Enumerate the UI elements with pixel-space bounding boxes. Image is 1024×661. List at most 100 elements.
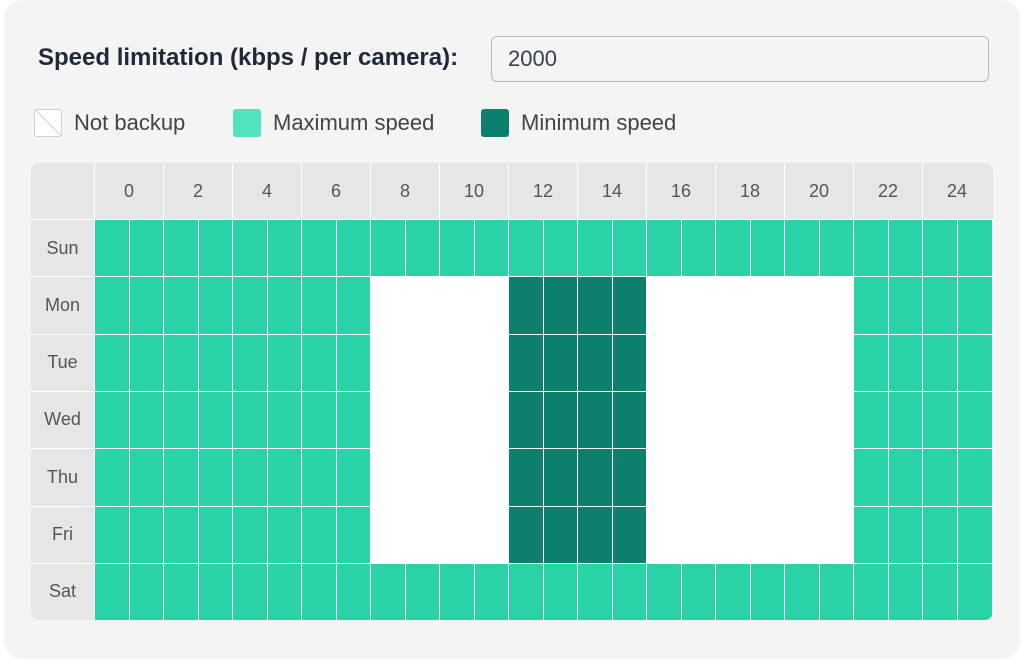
schedule-cell[interactable] bbox=[266, 562, 302, 620]
schedule-cell[interactable] bbox=[266, 276, 302, 335]
schedule-cell[interactable] bbox=[680, 562, 716, 620]
schedule-cell[interactable] bbox=[404, 276, 440, 335]
schedule-cell[interactable] bbox=[163, 505, 198, 564]
schedule-cell[interactable] bbox=[542, 219, 578, 277]
schedule-cell[interactable] bbox=[335, 219, 371, 277]
speed-limit-input[interactable] bbox=[491, 36, 989, 82]
schedule-cell[interactable] bbox=[749, 562, 785, 620]
schedule-cell[interactable] bbox=[439, 276, 474, 335]
schedule-cell[interactable] bbox=[370, 390, 405, 449]
schedule-cell[interactable] bbox=[853, 448, 888, 506]
schedule-cell[interactable] bbox=[94, 562, 129, 620]
schedule-cell[interactable] bbox=[439, 505, 474, 564]
schedule-cell[interactable] bbox=[301, 505, 336, 564]
schedule-cell[interactable] bbox=[784, 276, 819, 335]
schedule-cell[interactable] bbox=[232, 562, 267, 620]
schedule-cell[interactable] bbox=[818, 505, 854, 564]
schedule-cell[interactable] bbox=[818, 390, 854, 449]
schedule-cell[interactable] bbox=[577, 505, 612, 564]
schedule-cell[interactable] bbox=[784, 333, 819, 392]
schedule-cell[interactable] bbox=[715, 448, 750, 506]
schedule-cell[interactable] bbox=[887, 562, 923, 620]
schedule-cell[interactable] bbox=[473, 276, 509, 335]
schedule-cell[interactable] bbox=[715, 562, 750, 620]
schedule-cell[interactable] bbox=[301, 333, 336, 392]
schedule-cell[interactable] bbox=[266, 333, 302, 392]
schedule-cell[interactable] bbox=[197, 219, 233, 277]
schedule-cell[interactable] bbox=[370, 333, 405, 392]
schedule-cell[interactable] bbox=[646, 276, 681, 335]
schedule-cell[interactable] bbox=[301, 448, 336, 506]
schedule-cell[interactable] bbox=[542, 562, 578, 620]
schedule-cell[interactable] bbox=[646, 390, 681, 449]
schedule-cell[interactable] bbox=[404, 562, 440, 620]
schedule-cell[interactable] bbox=[163, 276, 198, 335]
schedule-cell[interactable] bbox=[508, 562, 543, 620]
schedule-cell[interactable] bbox=[94, 219, 129, 277]
schedule-cell[interactable] bbox=[301, 562, 336, 620]
schedule-cell[interactable] bbox=[128, 390, 164, 449]
schedule-cell[interactable] bbox=[749, 219, 785, 277]
schedule-cell[interactable] bbox=[887, 390, 923, 449]
schedule-cell[interactable] bbox=[197, 562, 233, 620]
schedule-cell[interactable] bbox=[680, 448, 716, 506]
schedule-cell[interactable] bbox=[404, 219, 440, 277]
schedule-cell[interactable] bbox=[887, 276, 923, 335]
schedule-cell[interactable] bbox=[646, 333, 681, 392]
schedule-cell[interactable] bbox=[473, 219, 509, 277]
schedule-cell[interactable] bbox=[818, 562, 854, 620]
schedule-cell[interactable] bbox=[922, 562, 957, 620]
schedule-cell[interactable] bbox=[473, 505, 509, 564]
schedule-cell[interactable] bbox=[128, 219, 164, 277]
schedule-cell[interactable] bbox=[853, 333, 888, 392]
schedule-cell[interactable] bbox=[163, 562, 198, 620]
schedule-cell[interactable] bbox=[956, 562, 992, 620]
schedule-cell[interactable] bbox=[473, 333, 509, 392]
schedule-cell[interactable] bbox=[335, 448, 371, 506]
schedule-cell[interactable] bbox=[956, 333, 992, 392]
schedule-cell[interactable] bbox=[128, 505, 164, 564]
schedule-cell[interactable] bbox=[646, 505, 681, 564]
schedule-cell[interactable] bbox=[611, 219, 647, 277]
schedule-cell[interactable] bbox=[335, 562, 371, 620]
schedule-cell[interactable] bbox=[853, 219, 888, 277]
schedule-cell[interactable] bbox=[404, 390, 440, 449]
schedule-cell[interactable] bbox=[473, 562, 509, 620]
schedule-cell[interactable] bbox=[508, 505, 543, 564]
schedule-cell[interactable] bbox=[370, 219, 405, 277]
schedule-cell[interactable] bbox=[232, 448, 267, 506]
schedule-cell[interactable] bbox=[611, 505, 647, 564]
schedule-cell[interactable] bbox=[542, 505, 578, 564]
schedule-cell[interactable] bbox=[680, 333, 716, 392]
schedule-cell[interactable] bbox=[197, 333, 233, 392]
schedule-cell[interactable] bbox=[94, 276, 129, 335]
schedule-cell[interactable] bbox=[853, 505, 888, 564]
schedule-cell[interactable] bbox=[956, 219, 992, 277]
schedule-cell[interactable] bbox=[887, 219, 923, 277]
schedule-cell[interactable] bbox=[232, 219, 267, 277]
schedule-cell[interactable] bbox=[715, 276, 750, 335]
schedule-cell[interactable] bbox=[611, 562, 647, 620]
schedule-cell[interactable] bbox=[646, 562, 681, 620]
schedule-cell[interactable] bbox=[266, 219, 302, 277]
schedule-cell[interactable] bbox=[94, 505, 129, 564]
schedule-cell[interactable] bbox=[335, 505, 371, 564]
schedule-cell[interactable] bbox=[508, 219, 543, 277]
schedule-cell[interactable] bbox=[197, 390, 233, 449]
schedule-cell[interactable] bbox=[715, 333, 750, 392]
schedule-cell[interactable] bbox=[94, 390, 129, 449]
schedule-cell[interactable] bbox=[611, 276, 647, 335]
schedule-cell[interactable] bbox=[922, 219, 957, 277]
schedule-cell[interactable] bbox=[163, 219, 198, 277]
schedule-cell[interactable] bbox=[749, 505, 785, 564]
schedule-cell[interactable] bbox=[163, 390, 198, 449]
schedule-cell[interactable] bbox=[542, 448, 578, 506]
schedule-cell[interactable] bbox=[818, 276, 854, 335]
schedule-cell[interactable] bbox=[163, 448, 198, 506]
schedule-cell[interactable] bbox=[577, 219, 612, 277]
schedule-cell[interactable] bbox=[128, 333, 164, 392]
schedule-cell[interactable] bbox=[611, 333, 647, 392]
schedule-cell[interactable] bbox=[128, 276, 164, 335]
schedule-cell[interactable] bbox=[439, 333, 474, 392]
schedule-cell[interactable] bbox=[335, 390, 371, 449]
